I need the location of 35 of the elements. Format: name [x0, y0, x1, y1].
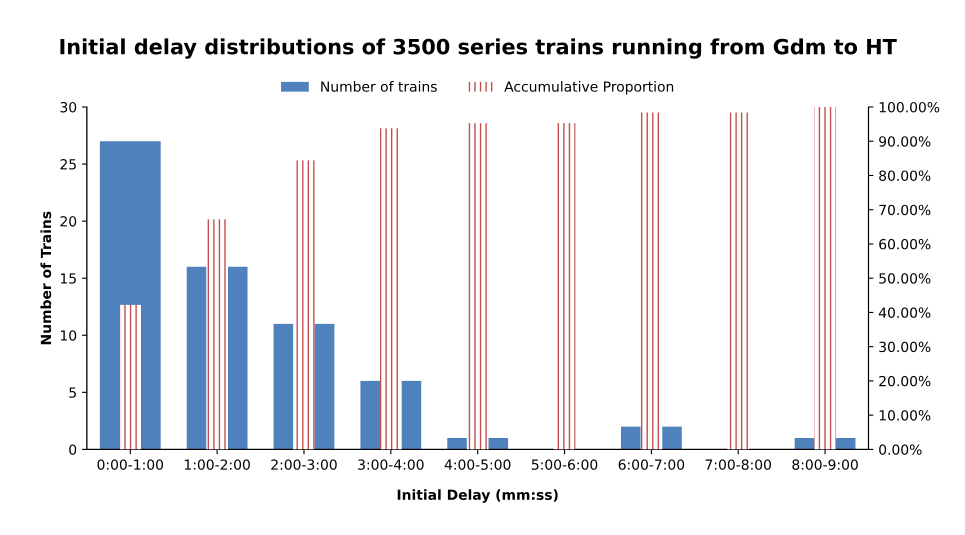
x-axis-title: Initial Delay (mm:ss) [398, 489, 558, 503]
x-tick-label: 1:00-2:00 [184, 459, 250, 470]
x-tick-label: 0:00-1:00 [97, 459, 164, 470]
legend-label: Accumulative Proportion [504, 81, 674, 94]
y2-tick-label: 60.00% [879, 238, 930, 250]
y2-tick-label: 20.00% [879, 376, 930, 386]
x-tick-label: 8:00-9:00 [792, 459, 858, 470]
y2-tick-label: 30.00% [879, 342, 930, 352]
y-tick-label: 10 [60, 330, 76, 341]
y-tick-label: 5 [69, 387, 76, 398]
x-tick-label: 7:00-8:00 [706, 459, 771, 470]
y-axis-title: Number of Trains [40, 212, 52, 344]
y-tick-label: 25 [60, 159, 76, 170]
y2-tick-label: 100.00% [880, 102, 940, 112]
y2-tick-label: 80.00% [879, 170, 930, 181]
x-tick-label: 6:00-7:00 [618, 459, 684, 470]
legend-label: Number of trains [321, 81, 437, 92]
x-tick-label: 3:00-4:00 [358, 459, 424, 470]
bar [727, 112, 750, 450]
x-tick-label: 2:00-3:00 [271, 459, 337, 470]
y2-tick-label: 50.00% [879, 273, 930, 284]
y-tick-label: 20 [60, 216, 76, 227]
x-tick-label: 5:00-6:00 [532, 459, 598, 470]
y-tick-label: 15 [60, 273, 76, 284]
y2-tick-label: 90.00% [879, 136, 930, 147]
y2-tick-label: 0.00% [879, 444, 922, 455]
bar [554, 123, 576, 450]
chart-title: Initial delay distributions of 3500 series trains running from Gdm to HT [60, 38, 897, 59]
y-tick-label: 30 [60, 102, 76, 112]
y2-tick-label: 40.00% [878, 307, 930, 318]
y2-tick-label: 10.00% [880, 410, 930, 421]
y2-tick-label: 70.00% [879, 204, 930, 216]
y-tick-label: 0 [69, 444, 76, 455]
bar [119, 304, 142, 450]
x-tick-label: 4:00-5:00 [444, 459, 510, 470]
